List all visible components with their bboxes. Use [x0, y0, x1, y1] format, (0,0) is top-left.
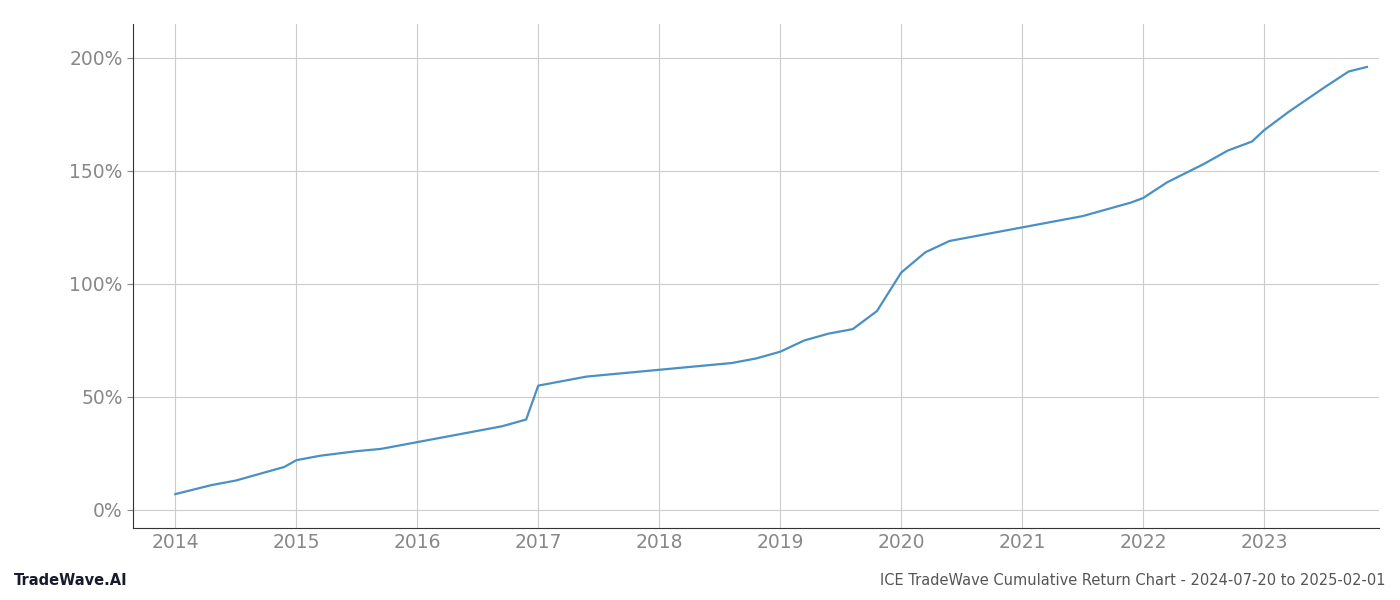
- Text: TradeWave.AI: TradeWave.AI: [14, 573, 127, 588]
- Text: ICE TradeWave Cumulative Return Chart - 2024-07-20 to 2025-02-01: ICE TradeWave Cumulative Return Chart - …: [881, 573, 1386, 588]
